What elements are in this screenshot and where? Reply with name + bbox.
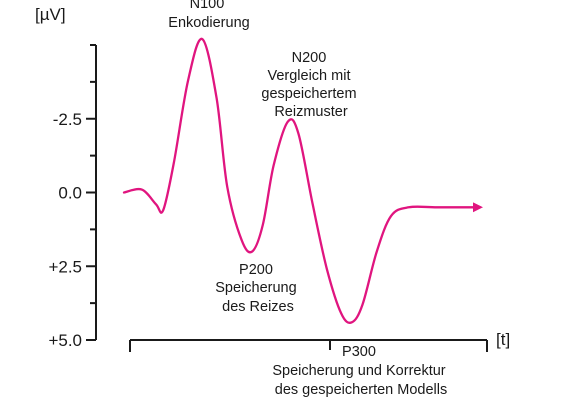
annotation-p300-line: Speicherung und Korrektur	[272, 363, 445, 379]
annotation-n100: N100 Enkodierung	[168, 0, 249, 31]
y-tick-label: 0.0	[58, 184, 82, 203]
annotation-n200: N200 Vergleich mit gespeichertem Reizmus…	[261, 50, 360, 120]
annotation-n200-line: Vergleich mit	[267, 68, 350, 84]
y-ticks: -2.5 0.0 +2.5 +5.0	[48, 110, 96, 350]
annotation-p300-line: des gespeicherten Modells	[275, 382, 448, 398]
annotation-p200-line: P200	[239, 262, 273, 278]
y-tick-label: +5.0	[48, 331, 82, 350]
annotation-n200-line: gespeichertem	[261, 86, 356, 102]
y-minor-ticks	[90, 44, 96, 305]
annotation-p200-line: Speicherung	[215, 280, 296, 296]
annotation-n100-line: Enkodierung	[168, 15, 249, 31]
y-unit-label: [µV]	[35, 5, 66, 24]
y-tick-label: -2.5	[53, 110, 82, 129]
erp-waveform	[122, 37, 483, 324]
x-unit-label: [t]	[496, 330, 510, 349]
annotation-n200-line: N200	[292, 50, 327, 66]
annotation-p300: P300 Speicherung und Korrektur des gespe…	[272, 344, 449, 398]
annotation-p200: P200 Speicherung des Reizes	[215, 262, 300, 315]
annotation-p300-line: P300	[342, 344, 376, 360]
y-tick-label: +2.5	[48, 257, 82, 276]
annotation-n200-line: Reizmuster	[274, 104, 347, 120]
annotation-n100-line: N100	[190, 0, 225, 12]
annotation-p200-line: des Reizes	[222, 299, 294, 315]
